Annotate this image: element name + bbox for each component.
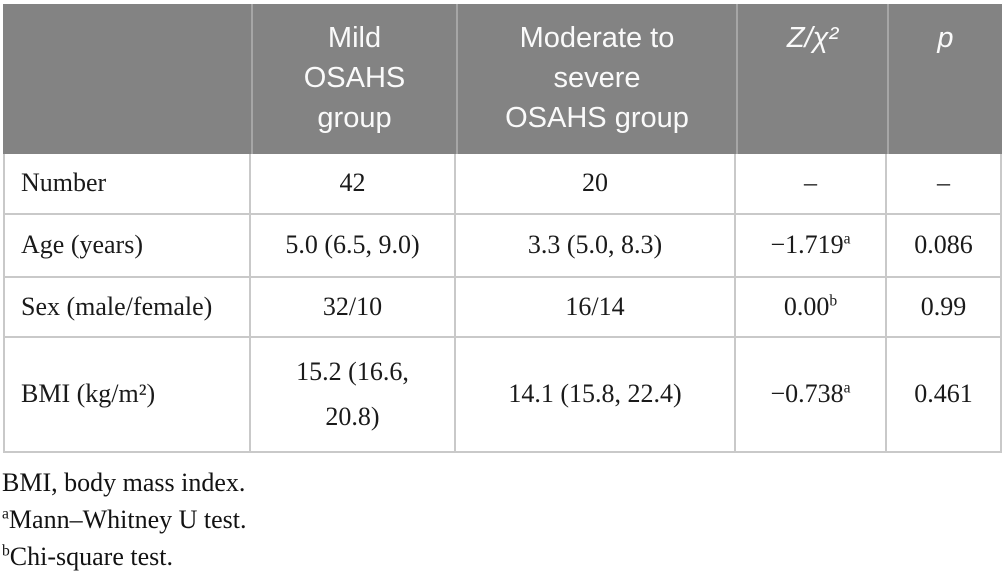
header-row: Mild OSAHS group Moderate to severe OSAHS…	[3, 4, 1002, 154]
table-row: Number 42 20– –	[3, 154, 1002, 215]
table-cell: 0.086	[887, 215, 1002, 278]
table-cell: 42	[251, 154, 456, 215]
table-row: Age (years) 5.0 (6.5, 9.0) 3.3 (5.0, 8.3) −…	[3, 215, 1002, 278]
column-header: Mild OSAHS group	[251, 4, 456, 154]
table-cell: 16/14	[456, 278, 736, 338]
table-footnotes: BMI, body mass index. aMann–Whitney U tes…	[2, 464, 247, 575]
table-cell: 32/10	[251, 278, 456, 338]
row-label: Number	[3, 154, 251, 215]
table-cell: 15.2 (16.6, 20.8)	[251, 338, 456, 453]
row-label: Sex (male/female)	[3, 278, 251, 338]
row-label: BMI (kg/m²)	[3, 338, 251, 453]
column-header: Moderate to severe OSAHS group	[456, 4, 736, 154]
table-cell: 14.1 (15.8, 22.4)	[456, 338, 736, 453]
column-header	[3, 4, 251, 154]
statistics-table: Mild OSAHS group Moderate to severe OSAHS…	[3, 4, 1002, 453]
superscript-marker: a	[843, 230, 851, 248]
footnote: BMI, body mass index.	[2, 468, 246, 497]
superscript-marker: b	[829, 292, 838, 310]
table-cell: 20	[456, 154, 736, 215]
footnote-marker: b	[2, 542, 10, 560]
footnote-marker: a	[2, 505, 9, 523]
superscript-marker: a	[843, 379, 851, 397]
table-cell: –	[736, 154, 887, 215]
table-cell: –	[887, 154, 1002, 215]
row-label: Age (years)	[3, 215, 251, 278]
table-cell: −0.738a	[736, 338, 887, 453]
table-cell: 0.461	[887, 338, 1002, 453]
table-row: BMI (kg/m²) 15.2 (16.6, 20.8) 14.1 (15.8, …	[3, 338, 1002, 453]
footnote: aMann–Whitney U test.	[2, 505, 247, 534]
column-header: p	[887, 4, 1002, 154]
table-cell: 5.0 (6.5, 9.0)	[251, 215, 456, 278]
table-cell: −1.719a	[736, 215, 887, 278]
footnote: bChi-square test.	[2, 542, 173, 571]
table-row: Sex (male/female) 32/10 16/14 0.00b 0.99	[3, 278, 1002, 338]
column-header: Z/χ²	[736, 4, 887, 154]
table-cell: 0.99	[887, 278, 1002, 338]
table-cell: 3.3 (5.0, 8.3)	[456, 215, 736, 278]
table-cell: 0.00b	[736, 278, 887, 338]
